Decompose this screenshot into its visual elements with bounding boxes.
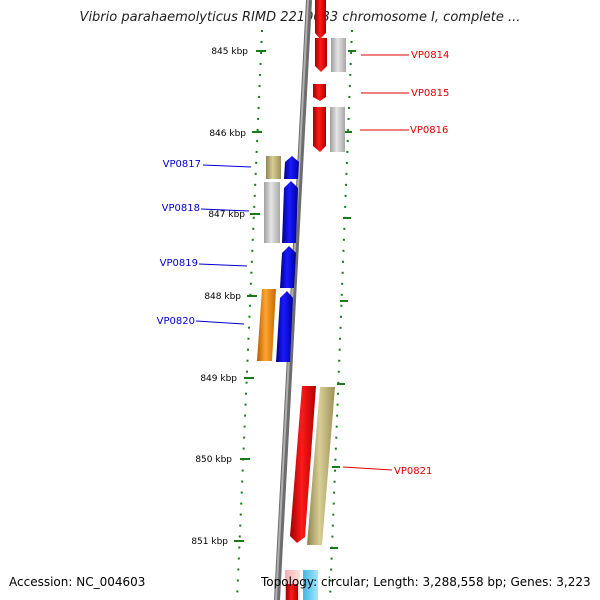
tick-label-847: 847 kbp: [208, 210, 245, 220]
orange-feature-vp0820[interactable]: [257, 289, 276, 361]
tick-label-850: 850 kbp: [195, 455, 232, 465]
forward-features: [285, 0, 346, 600]
gene-feature-top-partial[interactable]: [315, 0, 326, 39]
reverse-features: [257, 156, 299, 362]
red-feature-bottom[interactable]: [286, 584, 298, 600]
tick-label-849: 849 kbp: [200, 374, 237, 384]
olive-feature-vp0821[interactable]: [307, 387, 335, 545]
gene-feature-vp0820[interactable]: [276, 291, 293, 362]
gene-label-vp0820[interactable]: VP0820: [157, 316, 195, 327]
gene-label-vp0818[interactable]: VP0818: [162, 203, 200, 214]
gene-feature-vp0816[interactable]: [313, 107, 326, 152]
tick-label-851: 851 kbp: [191, 537, 228, 547]
ruler-ticks: [234, 50, 356, 549]
topology-text: Topology: circular; Length: 3,288,558 bp…: [261, 575, 591, 589]
gene-feature-vp0821[interactable]: [290, 386, 316, 543]
olive-feature-vp0817[interactable]: [266, 156, 281, 179]
gene-labels: VP0814 VP0815 VP0816 VP0817 VP0818 VP081…: [157, 50, 450, 477]
left-dotted-guide: [236, 29, 263, 600]
gene-feature-vp0818[interactable]: [282, 181, 298, 243]
gene-label-vp0814[interactable]: VP0814: [411, 50, 449, 61]
gene-feature-vp0817[interactable]: [284, 156, 299, 179]
tick-label-846: 846 kbp: [209, 129, 246, 139]
accession-text: Accession: NC_004603: [9, 575, 146, 589]
gene-label-vp0817[interactable]: VP0817: [163, 159, 201, 170]
gene-label-vp0816[interactable]: VP0816: [410, 125, 448, 136]
gray-feature-vp0814[interactable]: [331, 38, 346, 72]
tick-label-848: 848 kbp: [204, 292, 241, 302]
gene-label-vp0819[interactable]: VP0819: [160, 258, 198, 269]
map-title: Vibrio parahaemolyticus RIMD 2210633 chr…: [79, 10, 521, 25]
gray-feature-vp0816[interactable]: [330, 107, 345, 152]
gene-feature-vp0814[interactable]: [315, 38, 327, 72]
gene-label-vp0821[interactable]: VP0821: [394, 466, 432, 477]
gray-feature-vp0818[interactable]: [264, 182, 280, 243]
ruler-labels: 845 kbp 846 kbp 847 kbp 848 kbp 849 kbp …: [191, 47, 248, 547]
leader-lines: [195, 54, 409, 471]
gene-label-vp0815[interactable]: VP0815: [411, 88, 449, 99]
gene-feature-vp0819[interactable]: [280, 246, 296, 288]
cyan-feature-bottom[interactable]: [303, 570, 318, 600]
gene-feature-vp0815[interactable]: [313, 84, 326, 101]
tick-label-845: 845 kbp: [211, 47, 248, 57]
